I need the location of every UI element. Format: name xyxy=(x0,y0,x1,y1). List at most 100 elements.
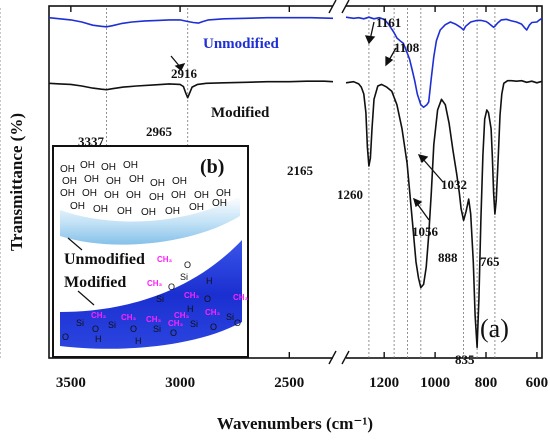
series-label-unmodified: Unmodified xyxy=(203,36,280,52)
inset-modified-slab xyxy=(60,240,242,349)
oh-group-24: OH xyxy=(189,202,204,213)
arrow-2916-head xyxy=(174,63,186,72)
silane-ch3-12: CH₃ xyxy=(91,311,107,320)
inset-modified-label: Modified xyxy=(64,274,126,291)
silane-h-6: H xyxy=(206,276,213,286)
oh-group-16: OH xyxy=(171,190,186,201)
x-tick-label-3500: 3500 xyxy=(56,375,86,391)
oh-group-5: OH xyxy=(62,176,77,187)
series-layer xyxy=(48,16,543,349)
silane-si-23: Si xyxy=(226,312,234,322)
silane-si-3: Si xyxy=(180,272,188,282)
series-line-unmodified-segment-2 xyxy=(345,16,543,109)
oh-group-21: OH xyxy=(117,206,132,217)
silane-o-24: O xyxy=(170,328,177,338)
x-tick-label-2500: 2500 xyxy=(274,375,304,391)
annotation-888: 888 xyxy=(438,250,458,265)
oh-group-14: OH xyxy=(126,190,141,201)
arrow-1161-head xyxy=(364,35,376,45)
silane-o-9: O xyxy=(204,294,211,304)
oh-group-1: OH xyxy=(60,164,75,175)
silane-si-17: Si xyxy=(76,318,84,328)
annotation-1260: 1260 xyxy=(337,187,363,202)
silane-si-8: Si xyxy=(156,294,164,304)
oh-group-17: OH xyxy=(194,190,209,201)
silane-h-10: H xyxy=(187,304,194,314)
x-tick-label-1200: 1200 xyxy=(369,375,399,391)
annotation-2916: 2916 xyxy=(171,66,198,81)
plot-frame xyxy=(48,0,543,365)
silane-o-20: O xyxy=(130,324,137,334)
silane-ch3-15: CH₃ xyxy=(174,311,190,320)
series-label-modified: Modified xyxy=(211,105,270,121)
x-tick-label-1000: 1000 xyxy=(420,375,450,391)
annotation-2165: 2165 xyxy=(287,163,314,178)
oh-group-13: OH xyxy=(104,190,119,201)
silane-si-18: Si xyxy=(108,320,116,330)
annotation-1032: 1032 xyxy=(441,177,467,192)
axis-break-mark-3 xyxy=(328,0,337,14)
axis-break-mark-1 xyxy=(328,350,337,365)
arrow-1108-head xyxy=(385,55,394,67)
panel-label-a: (a) xyxy=(480,314,509,343)
oh-group-12: OH xyxy=(82,188,97,199)
silane-ch3-16: CH₃ xyxy=(205,308,221,317)
oh-group-2: OH xyxy=(80,160,95,171)
axis-break-gap-bottom xyxy=(333,354,346,362)
oh-group-9: OH xyxy=(150,178,165,189)
annotation-835: 835 xyxy=(455,352,475,367)
annotation-765: 765 xyxy=(480,254,500,269)
oh-group-20: OH xyxy=(93,204,108,215)
arrow-1032-head xyxy=(417,154,429,164)
silane-h-26: H xyxy=(95,334,102,344)
oh-group-22: OH xyxy=(141,207,156,218)
series-line-modified-segment-1 xyxy=(48,80,334,99)
inset-unmodified-label: Unmodified xyxy=(64,251,145,268)
arrow-1032 xyxy=(421,157,444,183)
arrow-1056-head xyxy=(412,197,423,208)
axis-break-mark-4 xyxy=(341,0,350,14)
silane-h-27: H xyxy=(135,336,142,346)
annotation-1108: 1108 xyxy=(394,40,420,55)
axis-break-gap-top xyxy=(333,2,346,10)
series-line-modified-segment-2 xyxy=(345,79,543,349)
oh-group-25: OH xyxy=(212,198,227,209)
oh-group-15: OH xyxy=(149,192,164,203)
silane-si-21: Si xyxy=(153,324,161,334)
silane-ch3-11: CH₃ xyxy=(233,293,249,302)
tick-layer: 3500 3000 2500 1200 1000 800 600 xyxy=(56,6,548,391)
silane-ch3-13: CH₃ xyxy=(121,313,137,322)
peak-annotations: 3337 2965 2916 2165 1260 1161 1108 1032 … xyxy=(78,15,500,367)
oh-group-10: OH xyxy=(172,176,187,187)
oh-group-4: OH xyxy=(123,160,138,171)
oh-group-23: OH xyxy=(165,206,180,217)
annotation-1161: 1161 xyxy=(376,15,401,30)
silane-ch3-1: CH₃ xyxy=(157,255,173,264)
inset-unmodified-slab xyxy=(60,196,240,245)
axis-break-mark-2 xyxy=(341,350,350,365)
oh-group-3: OH xyxy=(101,162,116,173)
x-tick-label-3000: 3000 xyxy=(165,375,195,391)
silane-ch3-7: CH₃ xyxy=(184,291,200,300)
silane-o-28: O xyxy=(62,332,69,342)
silane-o-19: O xyxy=(92,324,99,334)
inset-arrow-modified xyxy=(77,290,95,306)
silane-o-25: O xyxy=(210,322,217,332)
silane-o-29: O xyxy=(234,318,241,328)
plot-border xyxy=(48,5,543,359)
annotation-1056: 1056 xyxy=(412,224,439,239)
x-tick-label-800: 800 xyxy=(475,375,498,391)
annotation-2965: 2965 xyxy=(146,124,173,139)
x-axis-label: Wavenumbers (cm⁻¹) xyxy=(217,414,373,433)
silane-ch3-4: CH₃ xyxy=(147,279,163,288)
oh-group-8: OH xyxy=(129,174,144,185)
oh-group-6: OH xyxy=(84,174,99,185)
oh-group-19: OH xyxy=(70,201,85,212)
silane-si-22: Si xyxy=(190,319,198,329)
annotation-arrows xyxy=(170,21,444,221)
silane-o-2: O xyxy=(184,260,191,270)
silane-ch3-14: CH₃ xyxy=(146,315,162,324)
